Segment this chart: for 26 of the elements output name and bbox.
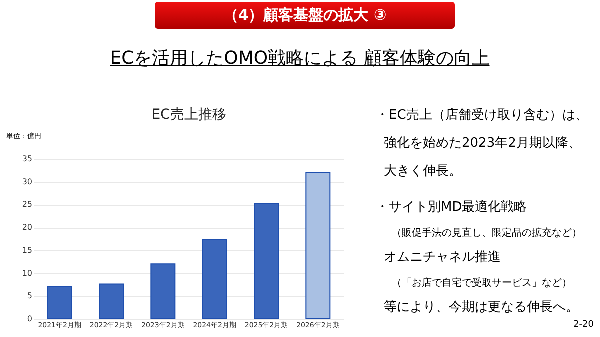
text: ・EC売上（店舗受け取り含む）は、 bbox=[376, 107, 590, 124]
bar bbox=[254, 203, 279, 320]
bar bbox=[99, 284, 124, 320]
text: （「お店で自宅で受取サービス」など） bbox=[391, 276, 573, 290]
chart-title: EC売上推移 bbox=[152, 107, 226, 123]
chart-subtitle: （4）顧客基盤の拡大 ③ bbox=[155, 2, 455, 29]
y-tick-label: 20 bbox=[22, 223, 32, 232]
text: （販促手法の見直し、限定品の拡充など） bbox=[391, 226, 583, 240]
y-tick-label: 15 bbox=[22, 246, 32, 255]
bar bbox=[306, 172, 331, 320]
y-tick-label: 35 bbox=[22, 154, 32, 164]
y-tick-label: 10 bbox=[22, 268, 32, 278]
text: 等により、今期は更なる伸長へ。 bbox=[383, 299, 580, 316]
text: 2-20 bbox=[574, 320, 594, 330]
text: オムニチャネル推進 bbox=[383, 249, 502, 266]
y-tick-label: 25 bbox=[22, 200, 32, 210]
text: 強化を始めた2023年2月期以降、 bbox=[383, 135, 582, 152]
y-tick-label: 30 bbox=[22, 177, 32, 186]
bar bbox=[150, 264, 176, 320]
text: ECを活用したOMO戦略による 顧客体験の向上 bbox=[110, 48, 490, 69]
y-tick-label: 5 bbox=[27, 292, 32, 301]
text: ・サイト別MD最適化戦略 bbox=[376, 199, 528, 216]
bar bbox=[202, 238, 228, 320]
bar bbox=[47, 286, 72, 320]
text: 大きく伸長。 bbox=[383, 163, 463, 180]
y-tick-label: 0 bbox=[27, 314, 32, 324]
